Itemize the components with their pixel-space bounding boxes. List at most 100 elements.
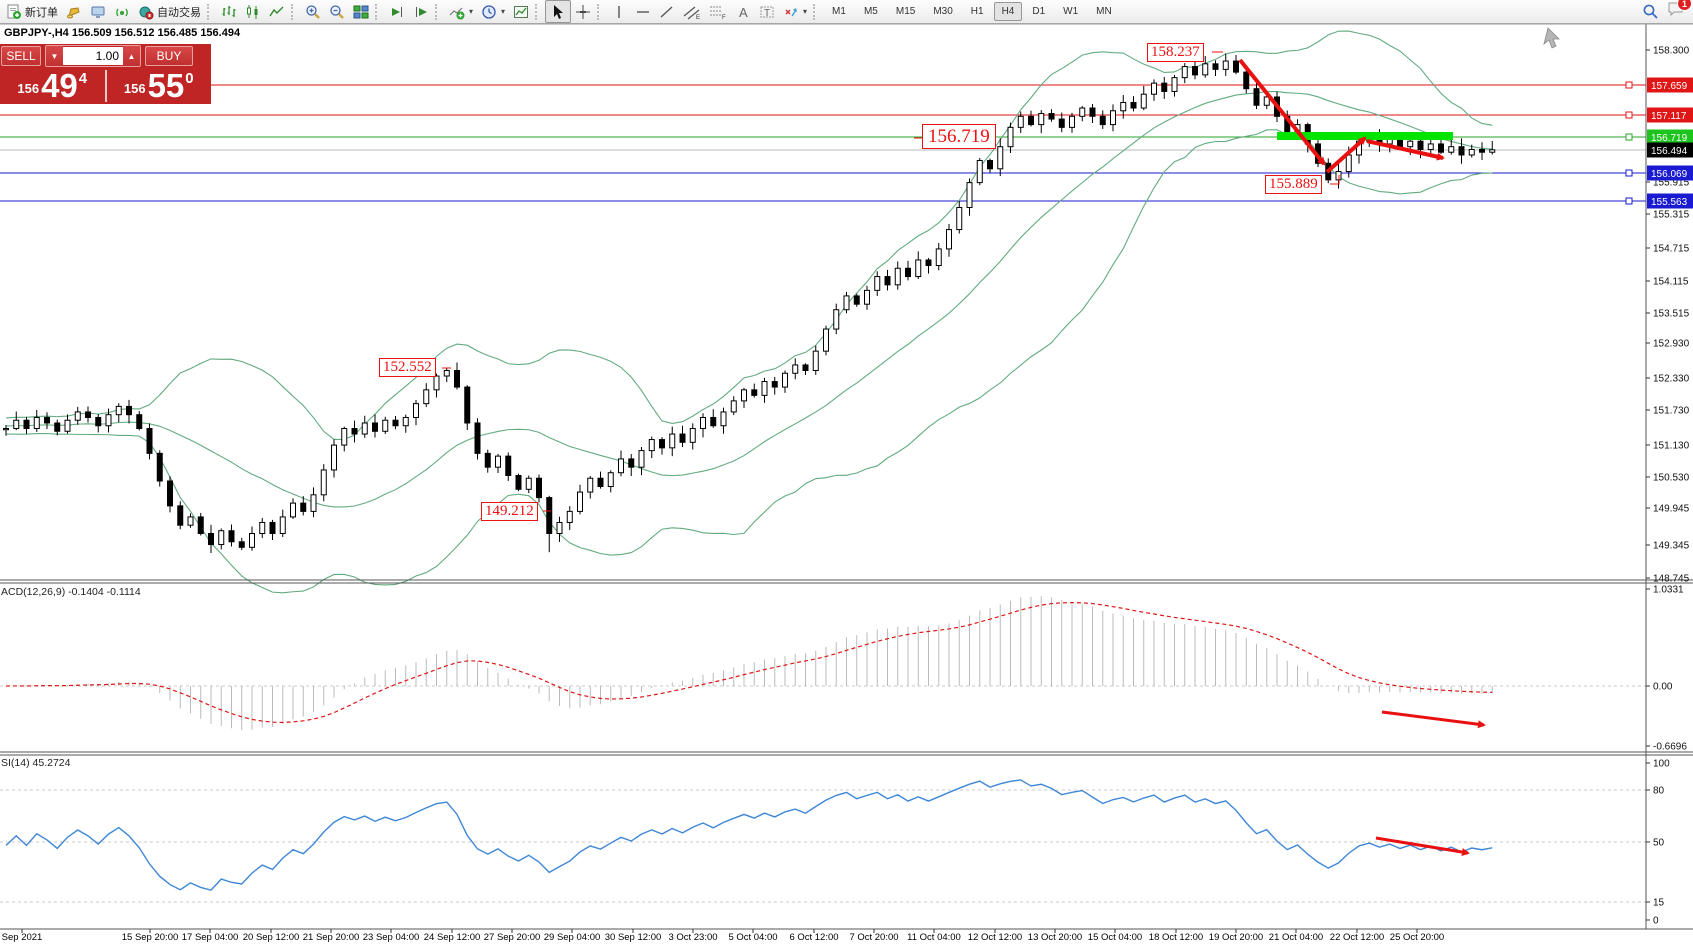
signal-icon <box>116 8 128 16</box>
price-annotation-156719[interactable]: 156.719 <box>922 124 996 149</box>
timeframe-m30[interactable]: M30 <box>933 6 953 17</box>
dropdown-caret-icon: ▾ <box>469 7 474 16</box>
price-tick-label: 155.915 <box>1653 178 1690 189</box>
indicators-button[interactable]: ▾ <box>445 1 477 22</box>
label-tool-button[interactable]: T <box>755 1 779 22</box>
timeframe-m1[interactable]: M1 <box>832 6 846 17</box>
macd-indicator-label: ACD(12,26,9) -0.1404 -0.1114 <box>1 586 141 598</box>
arrows-tool-button[interactable]: ▾ <box>779 1 811 22</box>
time-axis-label: 21 Oct 04:00 <box>1268 932 1324 943</box>
timeframe-h4[interactable]: H4 <box>993 2 1023 21</box>
chart-shift-button[interactable] <box>409 1 433 22</box>
auto-scroll-button[interactable] <box>385 1 409 22</box>
tile-windows-icon <box>353 5 369 18</box>
price-annotation-152552[interactable]: 152.552 <box>379 358 436 377</box>
price-badge: 156.069 <box>1651 169 1688 180</box>
terminal-icon <box>91 6 105 18</box>
horizontal-line-icon <box>637 10 650 13</box>
auto-trading-button[interactable]: 自动交易 <box>134 1 205 22</box>
candle-chart-button[interactable] <box>241 1 265 22</box>
price-badge: 156.494 <box>1651 146 1688 157</box>
buy-price[interactable]: 156 55 0 <box>107 68 212 104</box>
toolbar-grip <box>291 3 297 20</box>
svg-text:E: E <box>696 15 700 20</box>
price-badge: 155.563 <box>1651 197 1688 208</box>
horizontal-line-tool-button[interactable] <box>631 1 655 22</box>
clock-icon <box>482 4 496 19</box>
time-axis-label: 20 Sep 12:00 <box>242 932 300 943</box>
price-tick-label: 154.115 <box>1653 277 1689 288</box>
price-annotation-158237[interactable]: 158.237 <box>1147 43 1204 62</box>
time-axis-label: Sep 2021 <box>1 932 43 943</box>
zoom-out-button[interactable] <box>325 1 349 22</box>
signal-button[interactable] <box>110 1 134 22</box>
price-divider <box>104 70 107 102</box>
sell-price-pips: 49 <box>41 67 78 104</box>
volume-input[interactable] <box>63 47 123 65</box>
sell-price[interactable]: 156 49 4 <box>0 68 105 104</box>
zoom-in-icon <box>306 4 320 19</box>
sell-button[interactable]: SELL <box>1 46 41 66</box>
price-annotation-149212[interactable]: 149.212 <box>481 502 538 521</box>
vertical-line-tool-button[interactable] <box>607 1 631 22</box>
line-chart-icon <box>269 6 284 16</box>
time-axis-label: 15 Oct 04:00 <box>1087 932 1143 943</box>
tile-windows-button[interactable] <box>349 1 373 22</box>
notification-badge: 1 <box>1677 0 1692 11</box>
timeframe-w1[interactable]: W1 <box>1063 6 1079 17</box>
search-icon[interactable] <box>1642 3 1659 20</box>
time-axis-label: 19 Oct 20:00 <box>1208 932 1264 943</box>
time-axis-label: 22 Oct 12:00 <box>1329 932 1385 943</box>
one-click-trading-panel: SELL ▼ ▲ BUY 156 49 4 156 55 0 <box>0 44 211 104</box>
price-annotation-155889[interactable]: 155.889 <box>1265 175 1322 194</box>
trendline-icon <box>660 5 673 18</box>
terminal-button[interactable] <box>86 1 110 22</box>
volume-decrease-button[interactable]: ▼ <box>46 46 63 66</box>
trendline-tool-button[interactable] <box>655 1 679 22</box>
price-tick-label: 149.945 <box>1653 504 1690 515</box>
timeframe-mn[interactable]: MN <box>1096 6 1112 17</box>
templates-button[interactable] <box>509 1 533 22</box>
timeframe-d1[interactable]: D1 <box>1032 6 1046 17</box>
timeframe-m5[interactable]: M5 <box>863 6 878 17</box>
cursor-icon <box>554 4 564 19</box>
price-tick-label: 152.930 <box>1653 339 1690 350</box>
zoom-in-button[interactable] <box>301 1 325 22</box>
svg-text:T: T <box>764 8 770 19</box>
periods-button[interactable]: ▾ <box>477 1 509 22</box>
line-chart-button[interactable] <box>265 1 289 22</box>
channel-tool-button[interactable]: E <box>679 1 705 22</box>
text-tool-button[interactable]: A <box>731 1 755 22</box>
price-badge: 157.659 <box>1651 81 1688 92</box>
mouse-cursor-icon <box>1543 27 1560 49</box>
crosshair-tool-button[interactable] <box>571 1 595 22</box>
sell-price-point: 4 <box>78 70 88 87</box>
buy-button[interactable]: BUY <box>145 46 193 66</box>
timeframe-m15[interactable]: M15 <box>895 6 916 17</box>
fibonacci-tool-button[interactable]: F <box>705 1 731 22</box>
time-axis-label: 7 Oct 20:00 <box>849 932 899 943</box>
cursor-tool-button[interactable] <box>545 0 572 23</box>
dropdown-caret-icon: ▾ <box>501 7 506 16</box>
crosshair-icon <box>576 4 591 19</box>
fibonacci-icon: F <box>710 6 726 20</box>
timeframe-h1[interactable]: H1 <box>970 6 984 17</box>
indicator-axis-label: 1.0331 <box>1653 585 1684 596</box>
bar-chart-button[interactable] <box>217 1 241 22</box>
auto-trading-icon <box>139 6 154 19</box>
time-axis-label: 17 Sep 04:00 <box>181 932 239 943</box>
indicator-axis-label: 15 <box>1653 898 1665 909</box>
arrow-objects-icon <box>785 7 798 16</box>
styler-button[interactable] <box>62 1 86 22</box>
timeframe-group: M1 M5 M15 M30 H1 H4 D1 W1 MN <box>823 2 1121 21</box>
dropdown-caret-icon: ▾ <box>803 7 808 16</box>
notifications-button[interactable]: 1 <box>1667 0 1692 22</box>
new-order-button[interactable]: 新订单 <box>2 1 62 22</box>
volume-increase-button[interactable]: ▲ <box>123 46 140 66</box>
price-tick-label: 149.345 <box>1653 541 1690 552</box>
time-axis-label: 23 Sep 04:00 <box>362 932 420 943</box>
time-axis-label: 6 Oct 12:00 <box>789 932 839 943</box>
new-order-label: 新订单 <box>25 6 58 19</box>
